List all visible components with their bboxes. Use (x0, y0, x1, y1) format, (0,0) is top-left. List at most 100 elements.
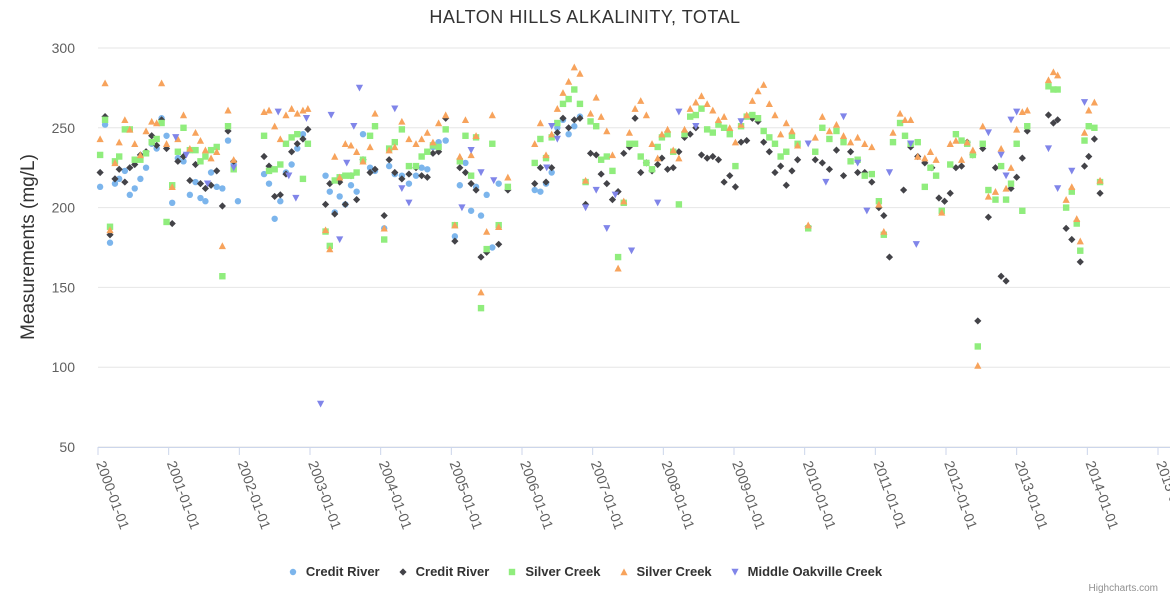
data-point (467, 207, 475, 214)
data-point (991, 164, 1000, 172)
y-tick-label: 200 (52, 200, 76, 216)
data-point (654, 154, 662, 162)
data-point (1054, 185, 1062, 193)
data-point (969, 151, 977, 159)
legend-item[interactable]: Credit River (398, 564, 489, 579)
data-point (698, 105, 705, 112)
data-point (974, 317, 982, 325)
data-point (760, 138, 768, 146)
data-point (196, 136, 205, 144)
data-point (213, 148, 221, 155)
data-point (293, 140, 301, 148)
data-point (885, 253, 894, 261)
data-point (1062, 224, 1070, 232)
data-point (1049, 68, 1058, 76)
data-point (317, 400, 325, 408)
legend-item[interactable]: Silver Creek (507, 564, 601, 579)
data-point (341, 200, 349, 209)
data-point (737, 138, 745, 146)
data-point (726, 124, 734, 131)
credits-link[interactable]: Highcharts.com (1088, 583, 1158, 594)
data-point (304, 105, 312, 112)
data-point (391, 138, 398, 146)
data-point (703, 126, 711, 133)
data-point (137, 156, 144, 163)
data-point (477, 304, 485, 312)
data-point (213, 183, 220, 191)
legend-item[interactable]: Credit River (288, 564, 380, 579)
data-point (192, 146, 199, 154)
data-point (940, 197, 949, 205)
data-point (191, 128, 200, 136)
data-point (121, 126, 129, 133)
data-point (1002, 277, 1010, 285)
data-point (1076, 258, 1084, 266)
data-point (1044, 111, 1053, 119)
data-point (336, 173, 344, 181)
data-point (637, 153, 644, 160)
data-point (153, 135, 160, 143)
data-point (456, 164, 464, 172)
legend-marker (399, 568, 407, 576)
y-tick-label: 250 (52, 120, 76, 136)
data-point (169, 199, 176, 207)
data-point (536, 119, 544, 127)
data-point (299, 175, 307, 183)
data-point (442, 126, 449, 133)
data-point (131, 156, 138, 163)
data-point (548, 169, 555, 176)
data-point (495, 223, 503, 230)
data-point (818, 159, 826, 167)
data-point (654, 160, 662, 169)
x-tick-label: 2003-01-01 (305, 459, 345, 532)
data-point (548, 164, 556, 172)
data-point (1090, 98, 1098, 106)
data-point (664, 130, 671, 138)
data-point (637, 97, 645, 104)
data-point (726, 172, 734, 180)
data-point (543, 164, 551, 172)
data-point (571, 123, 578, 130)
data-point (880, 211, 888, 220)
diamond-marker-icon (399, 568, 407, 576)
x-tick-label: 2015-01-01 (1153, 459, 1170, 532)
data-point (783, 148, 790, 155)
data-point (218, 202, 226, 210)
data-point (230, 156, 238, 163)
data-point (276, 135, 284, 143)
data-point (148, 138, 155, 146)
legend-item[interactable]: Silver Creek (619, 564, 712, 579)
data-point (997, 162, 1005, 170)
data-point (111, 180, 119, 187)
data-point (304, 125, 312, 133)
data-point (489, 244, 496, 251)
data-point (643, 159, 650, 167)
data-point (548, 123, 556, 130)
data-point (804, 140, 812, 148)
data-point (593, 123, 600, 130)
data-point (686, 113, 694, 120)
legend-item[interactable]: Middle Oakville Creek (730, 564, 882, 579)
data-points (96, 63, 1104, 408)
data-point (896, 109, 904, 117)
data-point (271, 215, 278, 222)
data-point (277, 198, 284, 205)
data-point (720, 113, 728, 120)
data-point (467, 146, 475, 154)
data-point (207, 154, 215, 162)
data-point (302, 115, 311, 122)
data-point (265, 162, 273, 170)
data-point (868, 170, 875, 178)
data-point (359, 130, 367, 138)
data-point (294, 145, 301, 152)
data-point (1068, 183, 1076, 191)
data-point (782, 181, 790, 189)
data-point (576, 114, 584, 122)
data-point (96, 183, 104, 191)
data-point (840, 138, 847, 146)
data-point (1062, 204, 1070, 211)
data-point (771, 168, 779, 177)
data-point (271, 192, 279, 201)
data-point (1007, 164, 1015, 171)
data-point (626, 140, 633, 147)
